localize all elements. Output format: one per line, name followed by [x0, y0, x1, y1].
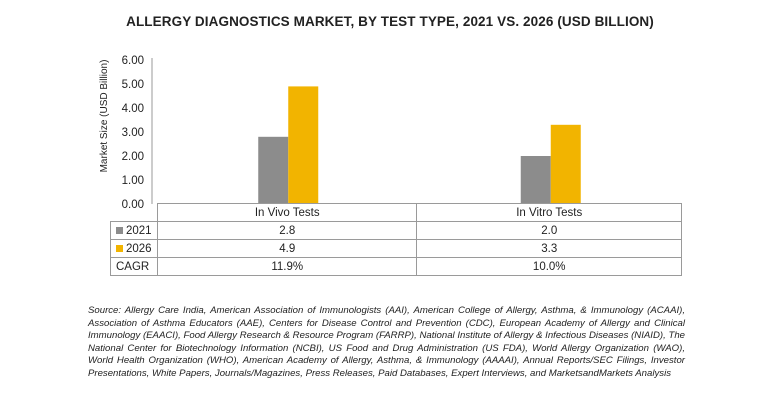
bar-2026 [550, 124, 581, 204]
table-corner [110, 203, 158, 222]
data-table: In Vivo Tests In Vitro Tests 2021 2.8 2.… [110, 203, 682, 276]
cagr-row: CAGR 11.9% 10.0% [110, 257, 682, 276]
y-tick-label: 5.00 [122, 79, 144, 91]
source-note: Source: Allergy Care India, American Ass… [88, 305, 685, 379]
bar-2021 [520, 156, 551, 204]
cagr-value: 10.0% [416, 257, 682, 276]
bar-2021 [258, 136, 289, 204]
y-tick-label: 1.00 [122, 175, 144, 187]
series-row-2026: 2026 4.9 3.3 [110, 239, 682, 258]
data-label: 4.9 [156, 239, 418, 258]
legend-label: 2021 [126, 224, 152, 237]
category-row: In Vivo Tests In Vitro Tests [110, 203, 682, 222]
y-tick-label: 6.00 [122, 55, 144, 67]
y-tick-label: 3.00 [122, 127, 144, 139]
data-label: 3.3 [416, 239, 682, 258]
bar-2026 [288, 86, 319, 204]
cagr-value: 11.9% [156, 257, 418, 276]
data-label: 2.0 [416, 221, 682, 240]
legend-entry-2026: 2026 [110, 239, 158, 258]
category-label: In Vitro Tests [416, 203, 682, 222]
data-label: 2.8 [156, 221, 418, 240]
series-row-2021: 2021 2.8 2.0 [110, 221, 682, 240]
y-tick-label: 2.00 [122, 151, 144, 163]
y-tick-label: 4.00 [122, 103, 144, 115]
y-axis-label: Market Size (USD Billion) [99, 60, 110, 173]
category-label: In Vivo Tests [156, 203, 418, 222]
legend-swatch-2026 [116, 244, 123, 252]
legend-label: 2026 [126, 242, 152, 255]
cagr-label: CAGR [110, 257, 158, 276]
chart-title: ALLERGY DIAGNOSTICS MARKET, BY TEST TYPE… [126, 14, 654, 29]
legend-entry-2021: 2021 [110, 221, 158, 240]
chart-plot: 0.001.002.003.004.005.006.00 Market Size… [99, 55, 581, 210]
legend-swatch-2021 [116, 226, 123, 234]
